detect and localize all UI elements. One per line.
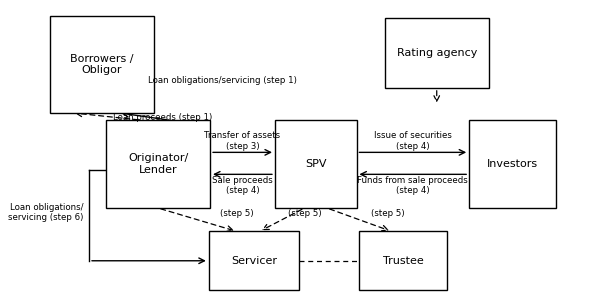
Text: (step 5): (step 5) <box>371 209 404 218</box>
Text: Trustee: Trustee <box>383 256 424 266</box>
Text: (step 5): (step 5) <box>220 209 254 218</box>
Text: Rating agency: Rating agency <box>397 48 477 58</box>
Text: Investors: Investors <box>487 159 538 169</box>
Text: Sale proceeds
(step 4): Sale proceeds (step 4) <box>212 176 273 195</box>
Text: (step 5): (step 5) <box>287 209 321 218</box>
Text: Borrowers /
Obligor: Borrowers / Obligor <box>70 54 134 75</box>
Text: Issue of securities
(step 4): Issue of securities (step 4) <box>374 132 452 151</box>
Text: Originator/
Lender: Originator/ Lender <box>128 153 188 175</box>
FancyBboxPatch shape <box>209 231 299 290</box>
Text: Funds from sale proceeds
(step 4): Funds from sale proceeds (step 4) <box>358 176 468 195</box>
Text: SPV: SPV <box>305 159 326 169</box>
Text: Transfer of assets
(step 3): Transfer of assets (step 3) <box>205 132 281 151</box>
FancyBboxPatch shape <box>50 16 154 113</box>
Text: Loan obligations/servicing (step 1): Loan obligations/servicing (step 1) <box>148 76 297 85</box>
FancyBboxPatch shape <box>275 120 356 208</box>
FancyBboxPatch shape <box>359 231 446 290</box>
Text: Loan obligations/
servicing (step 6): Loan obligations/ servicing (step 6) <box>8 203 83 222</box>
FancyBboxPatch shape <box>469 120 556 208</box>
Text: Servicer: Servicer <box>231 256 277 266</box>
FancyBboxPatch shape <box>106 120 210 208</box>
Text: Loan proceeds (step 1): Loan proceeds (step 1) <box>113 113 212 122</box>
FancyBboxPatch shape <box>385 18 489 88</box>
